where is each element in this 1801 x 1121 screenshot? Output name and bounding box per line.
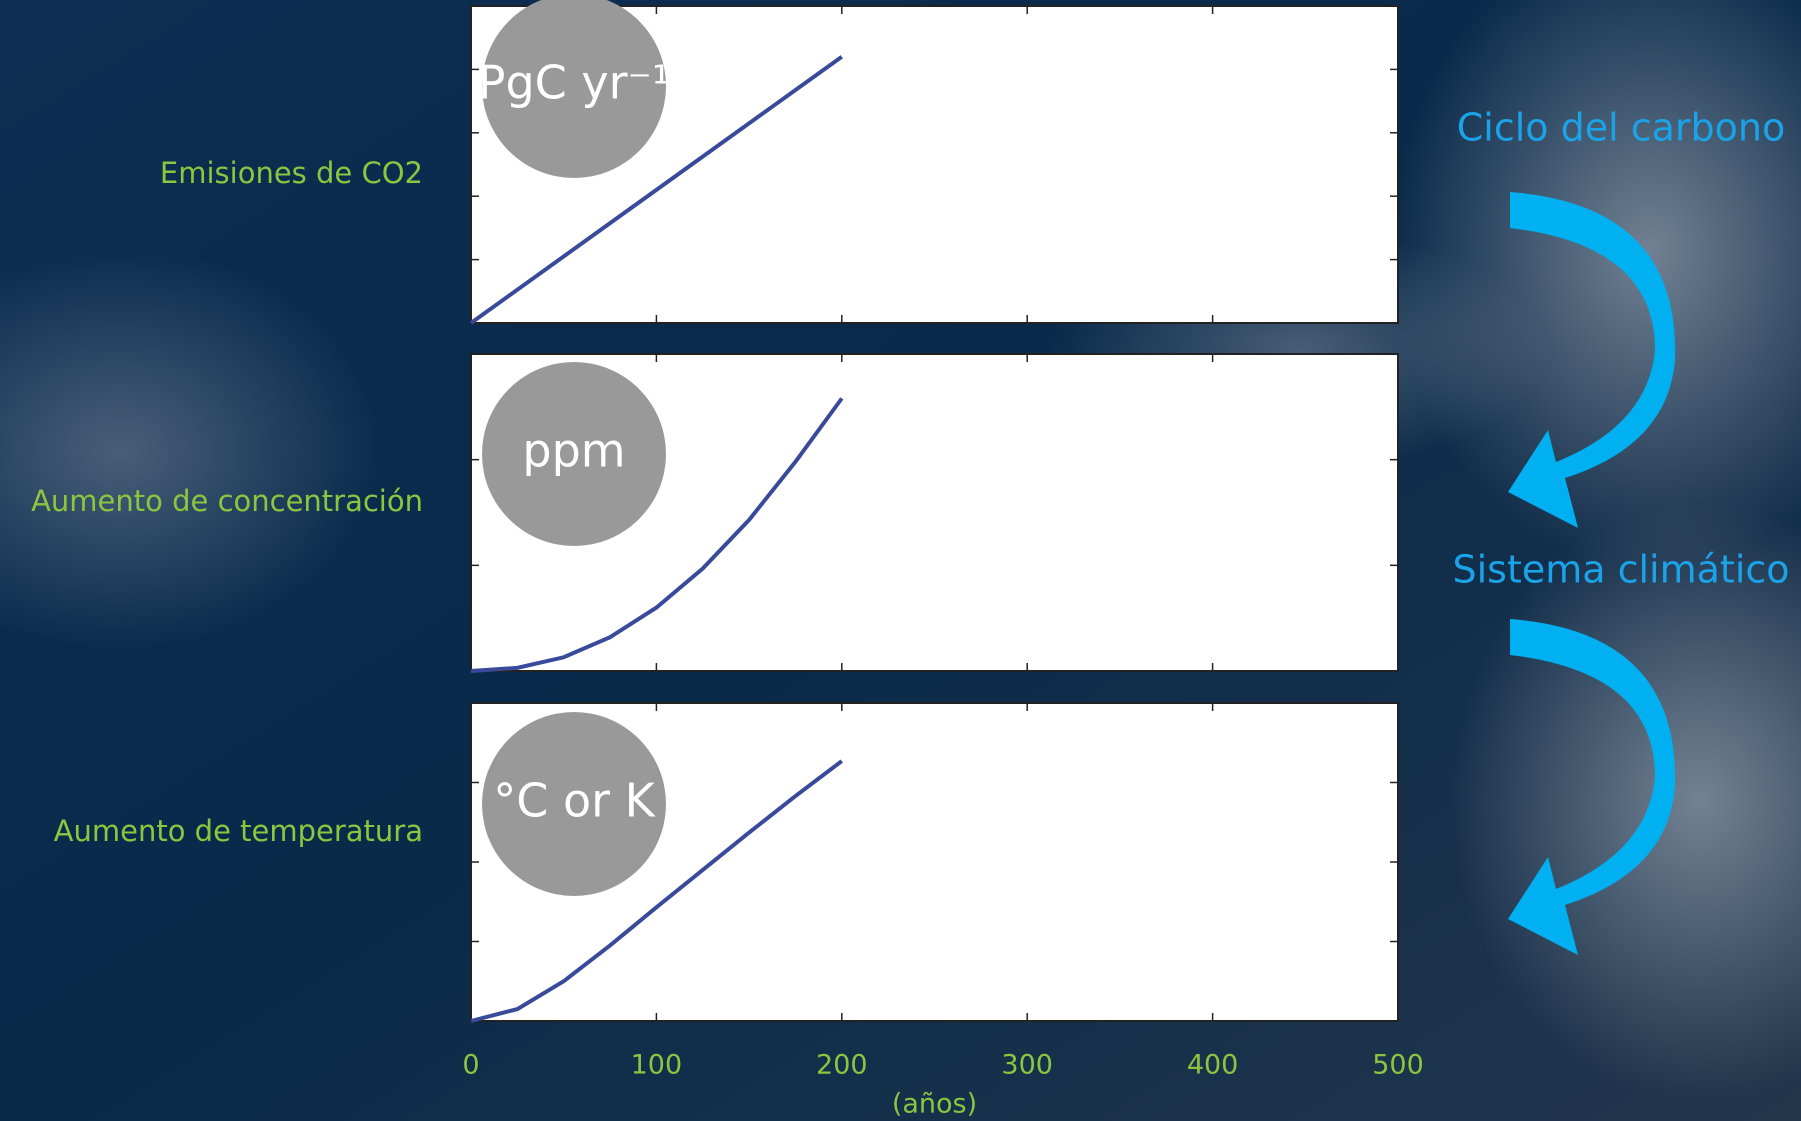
unit-label: ppm <box>522 424 625 478</box>
x-axis-label: (años) <box>892 1089 977 1120</box>
unit-badge <box>482 362 666 546</box>
y-axis-label: Aumento de concentración <box>31 484 423 518</box>
y-axis-label: Emisiones de CO2 <box>160 156 423 190</box>
data-line <box>470 397 844 673</box>
x-tick-label: 0 <box>462 1050 479 1081</box>
unit-badge <box>482 712 666 896</box>
arrow <box>1508 192 1676 528</box>
annotation: Ciclo del carbono <box>1457 106 1786 150</box>
x-tick-label: 500 <box>1372 1050 1424 1081</box>
unit-label: PgC yr⁻¹ <box>478 56 671 110</box>
arrow <box>1508 619 1676 955</box>
data-line <box>469 55 843 325</box>
x-tick-label: 400 <box>1187 1050 1239 1081</box>
y-axis-label: Aumento de temperatura <box>54 814 423 848</box>
data-line <box>470 759 844 1023</box>
unit-label: °C or K <box>493 774 656 828</box>
unit-badge <box>482 0 666 178</box>
x-tick-label: 200 <box>816 1050 868 1081</box>
x-tick-label: 300 <box>1001 1050 1053 1081</box>
x-tick-label: 100 <box>631 1050 683 1081</box>
cloud <box>1390 0 1801 570</box>
annotation: Sistema climático <box>1452 548 1789 592</box>
cloud <box>0 250 380 650</box>
